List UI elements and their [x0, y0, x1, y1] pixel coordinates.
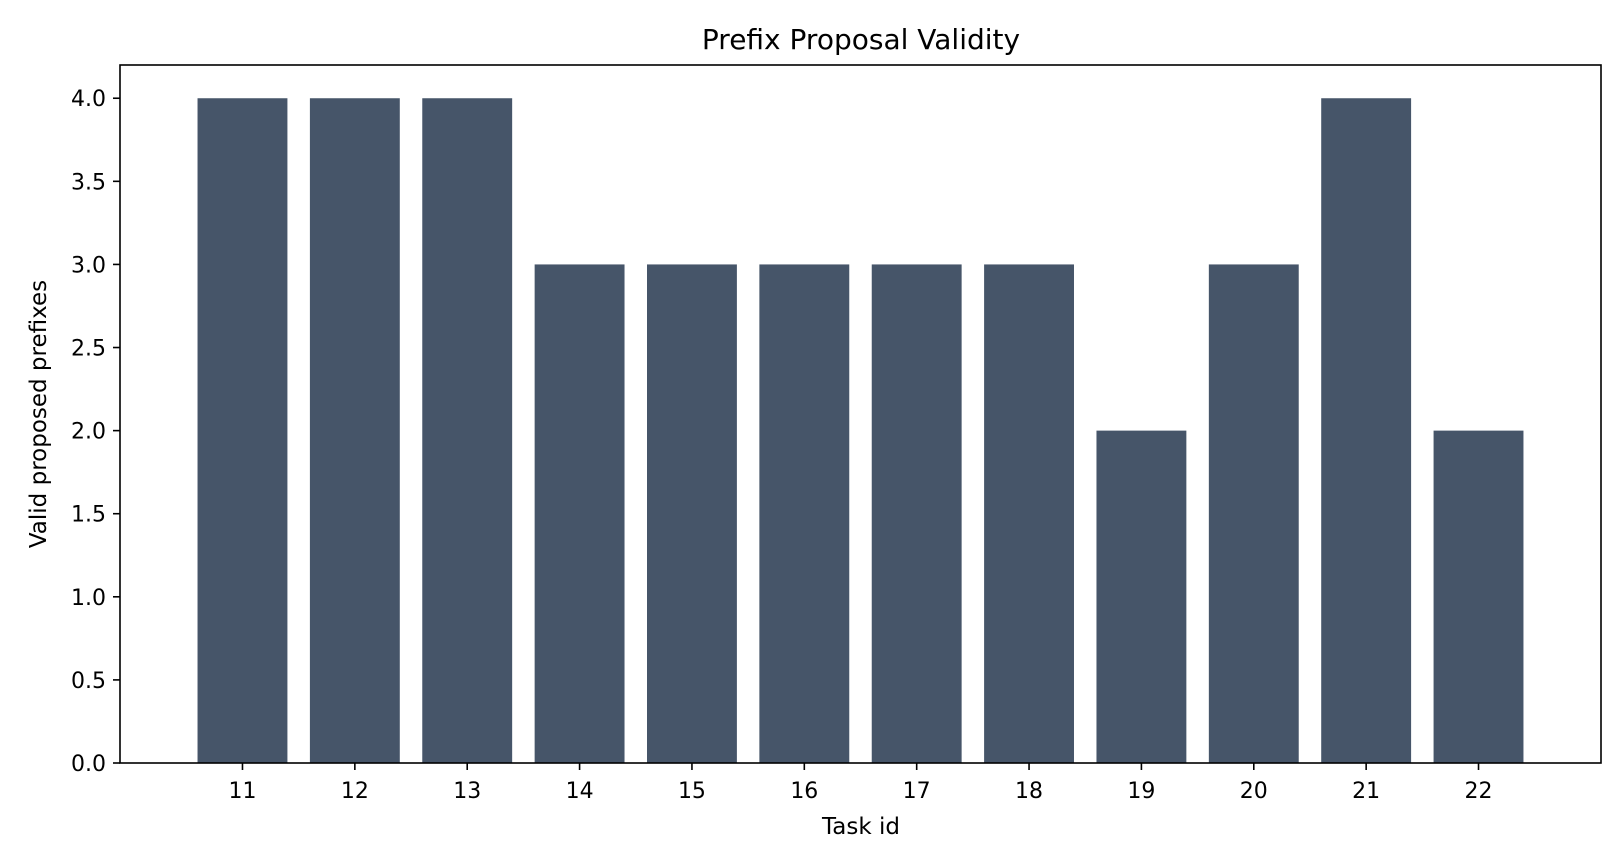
y-tick-label: 1.5 [71, 503, 106, 528]
bar-task-21 [1321, 98, 1412, 764]
x-tick-label: 15 [678, 779, 706, 804]
bar-task-19 [1096, 430, 1187, 763]
x-tick-label: 18 [1015, 779, 1043, 804]
bar-task-15 [647, 264, 737, 763]
y-tick-label: 0.0 [71, 752, 106, 777]
x-tick-label: 14 [566, 779, 594, 804]
y-tick-label: 3.0 [71, 253, 106, 278]
x-axis-ticks: 11 12 13 14 15 16 17 18 19 20 21 22 [228, 763, 1493, 804]
x-tick-label: 19 [1127, 779, 1155, 804]
bar-task-20 [1208, 264, 1299, 763]
x-tick-label: 22 [1465, 779, 1493, 804]
x-tick-label: 21 [1352, 779, 1380, 804]
chart-title: Prefix Proposal Validity [702, 23, 1020, 56]
bar-task-11 [197, 98, 288, 764]
y-tick-label: 2.5 [71, 337, 106, 362]
bar-task-13 [422, 98, 513, 764]
y-tick-label: 4.0 [71, 87, 106, 112]
x-tick-label: 16 [790, 779, 818, 804]
x-axis-label: Task id [821, 814, 900, 840]
bar-task-12 [309, 98, 400, 764]
bars-group [197, 98, 1524, 764]
x-tick-label: 12 [341, 779, 369, 804]
y-tick-label: 1.0 [71, 586, 106, 611]
plot-frame [119, 64, 1602, 764]
y-axis-ticks: 0.0 0.5 1.0 1.5 2.0 2.5 3.0 3.5 4.0 [71, 87, 120, 777]
x-tick-label: 13 [453, 779, 481, 804]
bar-task-22 [1433, 430, 1524, 763]
bar-task-17 [871, 264, 962, 763]
bar-task-16 [759, 264, 850, 763]
y-axis-label: Valid proposed prefixes [26, 280, 52, 548]
bar-task-18 [984, 264, 1074, 763]
x-tick-label: 17 [903, 779, 931, 804]
y-tick-label: 0.5 [71, 669, 106, 694]
y-tick-label: 3.5 [71, 170, 106, 195]
bar-task-14 [534, 264, 625, 763]
x-tick-label: 20 [1240, 779, 1268, 804]
x-tick-label: 11 [228, 779, 256, 804]
y-tick-label: 2.0 [71, 420, 106, 445]
